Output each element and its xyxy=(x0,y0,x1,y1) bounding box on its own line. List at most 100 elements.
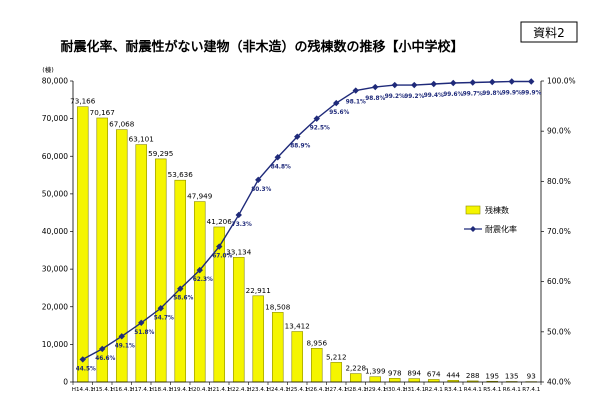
bar xyxy=(232,257,245,383)
bar xyxy=(408,378,421,383)
bar xyxy=(291,331,304,383)
y2-tick-label: 70.0% xyxy=(547,227,571,236)
line-point xyxy=(196,266,203,274)
y2-tick-label: 90.0% xyxy=(547,127,571,136)
line-point xyxy=(79,356,86,363)
line-point xyxy=(430,80,437,88)
bar xyxy=(349,373,362,383)
badge-label: 資料2 xyxy=(533,26,565,40)
y-tick-label: 70,000 xyxy=(42,114,68,123)
x-tick-label: H22.4.1 xyxy=(228,387,250,393)
chart-title: 耐震化率、耐震性がない建物（非木造）の残棟数の推移【小中学校】 xyxy=(60,39,463,55)
bar-value-label: 18,508 xyxy=(265,302,291,311)
line-point xyxy=(411,81,418,89)
line-value-label: 80.3% xyxy=(251,187,271,193)
bar-value-label: 1,399 xyxy=(365,367,386,376)
x-tick-label: H17.4.1 xyxy=(130,387,152,393)
x-tick-label: R7.4.1 xyxy=(522,387,541,393)
x-tick-label: H29.4.1 xyxy=(364,387,386,393)
bar xyxy=(193,201,206,383)
x-tick-label: H15.4.1 xyxy=(91,387,113,393)
x-tick-label: R4.4.1 xyxy=(464,387,483,393)
bar-value-label: 73,166 xyxy=(70,97,96,106)
y-tick-label: 30,000 xyxy=(42,265,68,274)
bar xyxy=(330,362,343,383)
x-tick-label: H28.4.1 xyxy=(345,387,367,393)
series-line xyxy=(82,80,532,361)
line-value-label: 99.4% xyxy=(424,93,444,99)
line-value-label: 84.8% xyxy=(271,164,291,170)
bar-value-label: 41,206 xyxy=(207,217,233,226)
bar-value-label: 8,956 xyxy=(306,338,327,347)
y2-axis: 40.0% 50.0% 60.0% 70.0% 80.0% 90.0% 100.0% xyxy=(540,77,576,387)
bar-series xyxy=(76,106,538,383)
bar-value-label: 70,167 xyxy=(90,108,115,117)
y2-tick-label: 60.0% xyxy=(547,277,571,286)
line-point xyxy=(255,176,262,184)
x-tick-label: H18.4.1 xyxy=(150,387,172,393)
y-tick-label: 0 xyxy=(63,378,68,387)
x-tick-label: H31.4.1 xyxy=(403,387,425,393)
x-tick-label: H19.4.1 xyxy=(169,387,191,393)
line-point xyxy=(372,83,379,91)
bar xyxy=(369,376,382,383)
legend-swatch-bars xyxy=(465,205,481,215)
line-point xyxy=(235,211,242,219)
line-value-label: 73.3% xyxy=(232,222,252,228)
y2-tick-label: 100.0% xyxy=(547,77,576,86)
line-value-label: 99.6% xyxy=(443,92,463,98)
bar xyxy=(96,117,109,383)
legend-label-bars: 残棟数 xyxy=(485,205,509,215)
line-value-label: 95.6% xyxy=(329,110,349,116)
line-point xyxy=(138,319,145,327)
x-tick-label: R6.4.1 xyxy=(503,387,522,393)
bar-value-label: 195 xyxy=(485,371,499,380)
x-tick-label: H20.4.1 xyxy=(189,387,211,393)
line-point xyxy=(216,243,223,250)
line-series xyxy=(79,78,535,363)
bar xyxy=(271,312,284,383)
line-point xyxy=(177,285,184,292)
line-value-label: 99.2% xyxy=(404,94,424,100)
x-tick-label: H30.4.1 xyxy=(384,387,406,393)
y-tick-label: 80,000 xyxy=(42,77,68,86)
line-value-label: 51.8% xyxy=(134,330,154,336)
line-point xyxy=(274,154,281,161)
bar-value-label: 53,636 xyxy=(168,170,194,179)
line-point xyxy=(489,78,496,86)
x-tick-label: H16.4.1 xyxy=(111,387,133,393)
line-labels: 44.5% 46.6% 49.1% 51.8% 54.7% 58.6% 62.3% 67.0%… xyxy=(76,91,542,373)
line-point xyxy=(528,78,535,85)
line-value-label: 92.5% xyxy=(310,126,330,132)
line-value-label: 99.9% xyxy=(521,91,541,97)
bar xyxy=(135,144,148,383)
line-value-label: 54.7% xyxy=(154,315,174,321)
line-point xyxy=(313,115,320,122)
x-tick-label: H21.4.1 xyxy=(208,387,230,393)
y2-tick-label: 50.0% xyxy=(547,327,571,336)
line-value-label: 99.7% xyxy=(463,92,483,98)
bar-value-label: 5,212 xyxy=(326,352,347,361)
bar xyxy=(388,378,401,383)
bar-value-label: 135 xyxy=(505,371,519,380)
bar-value-label: 59,295 xyxy=(148,149,173,158)
x-tick-label: H27.4.1 xyxy=(325,387,347,393)
line-point xyxy=(508,78,515,85)
line-point xyxy=(352,87,359,94)
bar xyxy=(76,106,89,383)
line-value-label: 88.9% xyxy=(290,144,310,150)
line-point xyxy=(294,133,301,140)
y-axis-unit: (棟) xyxy=(42,65,54,74)
bar-value-label: 13,412 xyxy=(285,322,310,331)
bar-value-label: 33,134 xyxy=(226,247,252,256)
legend: 残棟数 耐震化率 xyxy=(464,205,517,234)
line-value-label: 98.8% xyxy=(365,96,385,102)
badge-frame xyxy=(520,21,578,43)
y-tick-label: 40,000 xyxy=(42,227,68,236)
x-tick-label: H24.4.1 xyxy=(267,387,289,393)
bar-value-label: 978 xyxy=(388,368,402,377)
y-axis: 0 10,000 20,000 30,000 40,000 50,000 60,000 70,… xyxy=(42,77,74,387)
line-value-label: 44.5% xyxy=(76,366,96,372)
y2-tick-label: 40.0% xyxy=(547,378,571,387)
bar-value-label: 47,949 xyxy=(187,192,213,201)
